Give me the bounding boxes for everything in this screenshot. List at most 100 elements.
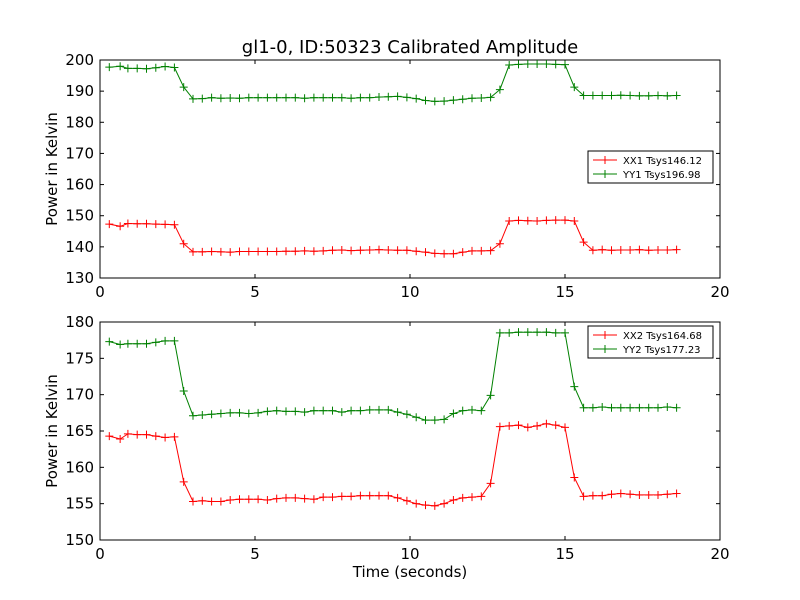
data-point-marker bbox=[105, 337, 114, 346]
data-point-marker bbox=[244, 495, 253, 504]
data-point-marker bbox=[356, 246, 365, 255]
data-point-marker bbox=[300, 494, 309, 503]
data-point-marker bbox=[561, 423, 569, 432]
data-point-marker bbox=[226, 248, 235, 257]
y-tick-label: 180 bbox=[65, 313, 94, 331]
data-point-marker bbox=[579, 238, 588, 247]
data-point-marker bbox=[365, 245, 374, 254]
data-point-marker bbox=[654, 490, 662, 499]
data-point-marker bbox=[607, 403, 616, 412]
data-point-marker bbox=[654, 91, 662, 100]
data-point-marker bbox=[328, 93, 337, 102]
data-point-marker bbox=[291, 493, 300, 502]
y-axis-label: Power in Kelvin bbox=[43, 112, 61, 226]
data-point-marker bbox=[272, 406, 281, 415]
data-point-marker bbox=[477, 246, 486, 255]
y-tick-label: 165 bbox=[65, 422, 94, 440]
data-point-marker bbox=[672, 489, 681, 498]
data-point-marker bbox=[384, 245, 393, 254]
y-tick-label: 150 bbox=[65, 207, 94, 225]
data-point-marker bbox=[347, 492, 356, 501]
data-point-marker bbox=[393, 246, 402, 255]
data-point-marker bbox=[514, 421, 523, 430]
data-point-marker bbox=[319, 246, 328, 255]
data-point-marker bbox=[458, 406, 467, 415]
legend-entry-label: XX1 Tsys146.12 bbox=[623, 156, 702, 167]
data-point-marker bbox=[440, 249, 449, 258]
data-point-marker bbox=[468, 493, 476, 502]
data-point-marker bbox=[542, 216, 551, 225]
data-point-marker bbox=[254, 495, 263, 504]
legend-swatch-marker bbox=[601, 156, 609, 164]
data-point-marker bbox=[337, 245, 346, 254]
data-point-marker bbox=[523, 423, 532, 432]
data-point-marker bbox=[421, 248, 430, 257]
data-point-marker bbox=[309, 406, 318, 415]
data-point-marker bbox=[533, 328, 542, 337]
data-point-marker bbox=[263, 93, 272, 102]
y-tick-label: 190 bbox=[65, 82, 94, 100]
data-point-marker bbox=[607, 246, 616, 255]
data-point-marker bbox=[505, 421, 514, 430]
data-point-marker bbox=[402, 410, 411, 419]
data-point-marker bbox=[588, 491, 597, 500]
data-point-marker bbox=[282, 247, 290, 256]
legend-box bbox=[587, 325, 714, 359]
data-point-marker bbox=[468, 405, 476, 414]
legend-box bbox=[587, 150, 714, 184]
data-point-marker bbox=[616, 489, 625, 498]
legend-swatch-marker bbox=[601, 331, 609, 339]
data-point-marker bbox=[309, 247, 318, 256]
data-point-marker bbox=[272, 494, 281, 503]
data-point-marker bbox=[142, 64, 151, 73]
data-point-marker bbox=[430, 97, 439, 106]
x-axis-label: Time (seconds) bbox=[352, 563, 468, 581]
data-point-marker bbox=[654, 245, 662, 254]
data-point-marker bbox=[244, 93, 253, 102]
data-point-marker bbox=[254, 408, 263, 417]
data-point-marker bbox=[421, 416, 430, 425]
data-point-marker bbox=[579, 403, 588, 412]
data-point-marker bbox=[216, 409, 225, 418]
data-point-marker bbox=[533, 60, 542, 69]
data-point-marker bbox=[133, 430, 142, 439]
data-point-marker bbox=[598, 403, 607, 412]
data-point-marker bbox=[272, 93, 281, 102]
data-point-marker bbox=[551, 328, 560, 337]
data-point-marker bbox=[393, 408, 402, 417]
data-point-marker bbox=[207, 247, 216, 256]
data-point-marker bbox=[626, 91, 635, 100]
data-point-marker bbox=[635, 91, 644, 100]
y-tick-label: 130 bbox=[65, 269, 94, 287]
y-tick-label: 170 bbox=[65, 386, 94, 404]
data-point-marker bbox=[588, 246, 597, 255]
data-point-marker bbox=[533, 421, 542, 430]
data-point-marker bbox=[626, 245, 635, 254]
legend-entry-label: YY1 Tsys196.98 bbox=[622, 170, 701, 181]
data-point-marker bbox=[588, 403, 597, 412]
data-point-marker bbox=[198, 411, 207, 420]
y-tick-label: 140 bbox=[65, 238, 94, 256]
data-point-marker bbox=[347, 246, 356, 255]
data-point-marker bbox=[607, 490, 616, 499]
data-point-marker bbox=[272, 247, 281, 256]
data-point-marker bbox=[356, 406, 365, 415]
x-tick-label: 0 bbox=[95, 545, 105, 563]
data-point-marker bbox=[263, 407, 272, 416]
legend-entry-label: XX2 Tsys164.68 bbox=[623, 331, 702, 342]
data-point-marker bbox=[616, 403, 625, 412]
data-point-marker bbox=[626, 490, 635, 499]
data-point-marker bbox=[133, 64, 142, 73]
data-point-marker bbox=[458, 248, 467, 257]
data-point-marker bbox=[412, 94, 421, 103]
data-point-marker bbox=[644, 246, 653, 255]
data-point-marker bbox=[570, 217, 579, 226]
data-point-marker bbox=[616, 245, 625, 254]
data-point-marker bbox=[598, 91, 607, 100]
legend-swatch-marker bbox=[601, 170, 609, 178]
x-tick-label: 15 bbox=[555, 283, 574, 301]
data-point-marker bbox=[570, 473, 579, 482]
data-point-marker bbox=[384, 491, 393, 500]
data-point-marker bbox=[161, 62, 170, 71]
data-point-marker bbox=[449, 409, 458, 418]
